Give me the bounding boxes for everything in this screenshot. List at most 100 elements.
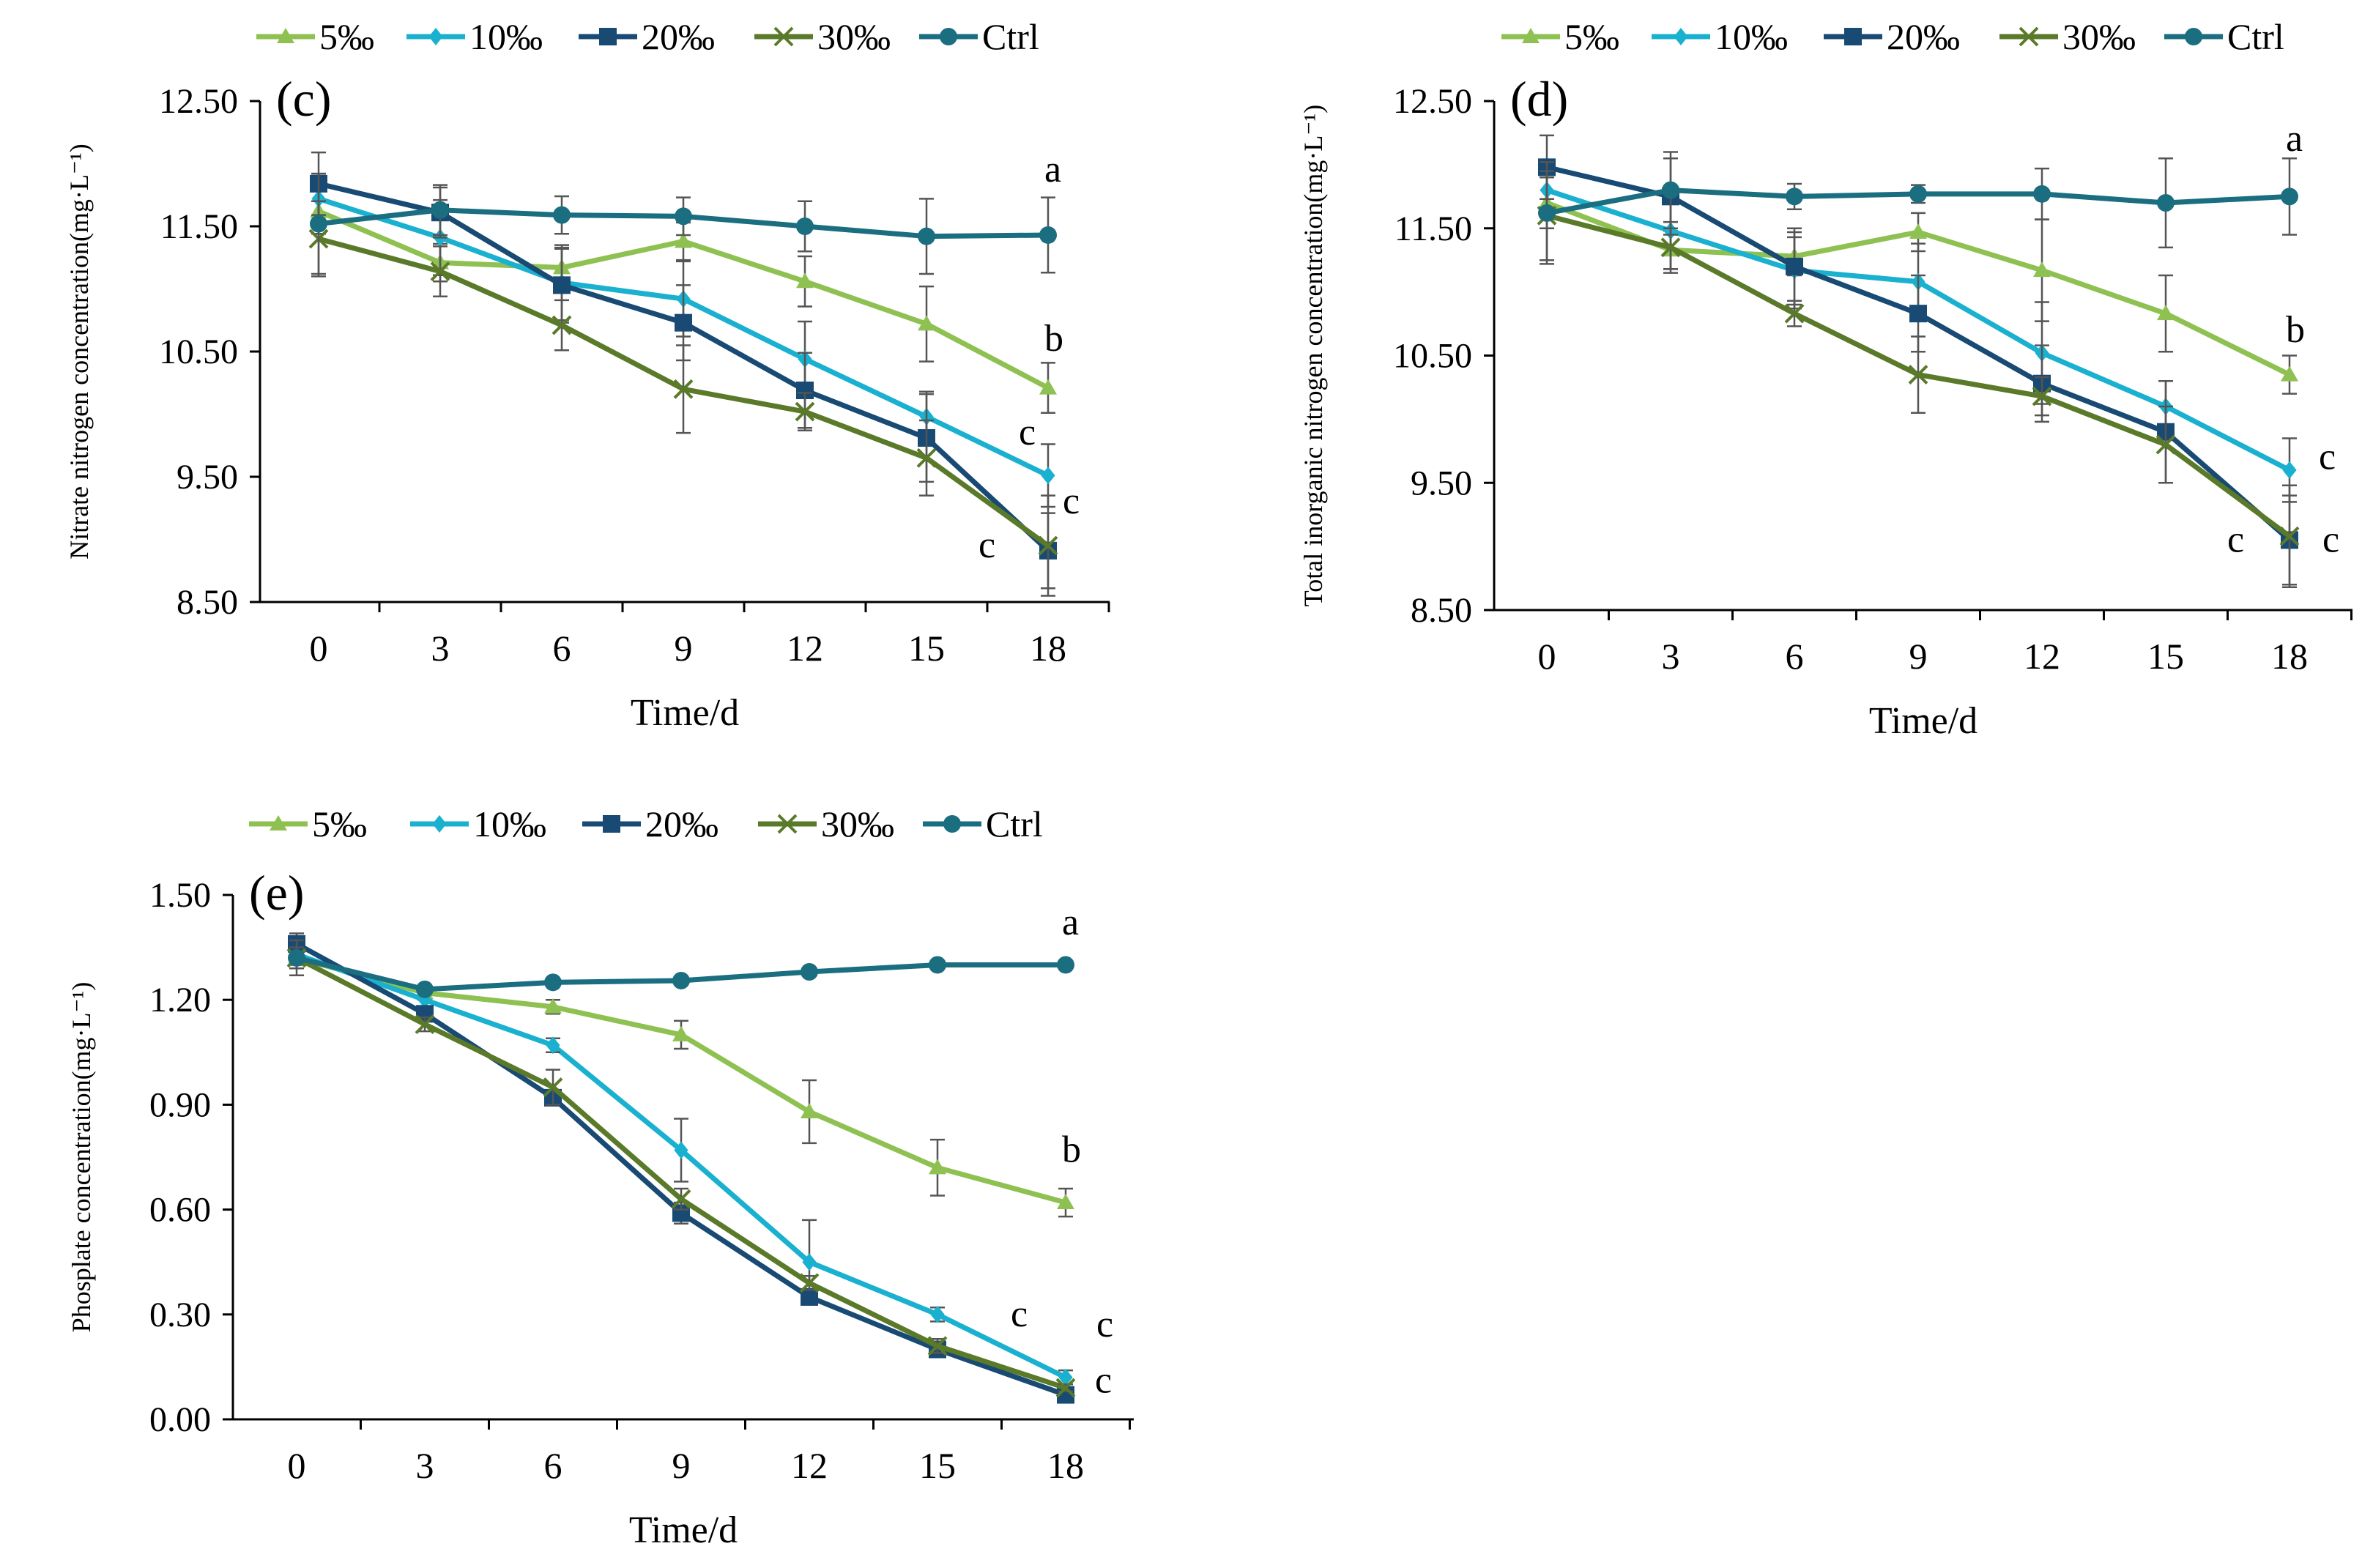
data-point bbox=[672, 1025, 690, 1041]
x-tick-label: 3 bbox=[1662, 636, 1680, 677]
data-point bbox=[1662, 181, 1679, 199]
legend-label: Ctrl bbox=[986, 803, 1043, 844]
legend-item-20‰: 20‰ bbox=[1824, 16, 1960, 57]
data-point bbox=[799, 1273, 820, 1293]
data-point-stroke-b bbox=[671, 1189, 691, 1209]
data-point bbox=[2155, 434, 2176, 455]
x-tick-label: 6 bbox=[553, 628, 571, 669]
legend-item-5‰: 5‰ bbox=[249, 803, 367, 844]
data-point bbox=[929, 1159, 946, 1175]
data-point bbox=[918, 227, 935, 245]
legend-label: 20‰ bbox=[1887, 16, 1960, 57]
x-tick-label: 6 bbox=[1786, 636, 1804, 677]
data-point bbox=[430, 261, 450, 281]
series-30‰ bbox=[308, 200, 1058, 597]
data-point bbox=[802, 1253, 817, 1271]
series-10‰ bbox=[289, 943, 1073, 1386]
significance-letter: c bbox=[1019, 412, 1036, 453]
data-point bbox=[1909, 223, 1927, 239]
data-point bbox=[801, 1102, 818, 1118]
x-tick-label: 9 bbox=[1909, 636, 1928, 677]
y-tick-label: 9.50 bbox=[1411, 464, 1472, 502]
data-point bbox=[1660, 237, 1681, 258]
significance-letter: a bbox=[2286, 118, 2303, 160]
legend-label: 10‰ bbox=[469, 16, 543, 57]
series-Ctrl bbox=[1538, 151, 2298, 265]
y-axis-label: Phosplate concentration(mg·L⁻¹) bbox=[67, 982, 96, 1333]
data-point bbox=[1909, 305, 1927, 323]
data-point bbox=[801, 963, 818, 981]
legend-label: 30‰ bbox=[821, 803, 894, 844]
data-point bbox=[927, 1336, 948, 1356]
data-point bbox=[671, 1189, 691, 1209]
y-tick-label: 0.60 bbox=[149, 1191, 211, 1230]
data-point bbox=[1909, 185, 1927, 203]
legend-marker bbox=[943, 815, 961, 833]
data-point-stroke-b bbox=[916, 447, 937, 468]
legend-label: 20‰ bbox=[645, 803, 718, 844]
legend-marker bbox=[1522, 28, 1540, 43]
significance-letter: c bbox=[1096, 1304, 1113, 1345]
data-point bbox=[675, 313, 692, 332]
panel-label: (c) bbox=[276, 71, 331, 127]
data-point bbox=[1041, 467, 1055, 485]
y-tick-label: 11.50 bbox=[160, 207, 238, 246]
legend-item-30‰: 30‰ bbox=[758, 803, 894, 844]
y-tick-label: 12.50 bbox=[159, 82, 238, 121]
x-tick-label: 18 bbox=[1047, 1445, 1084, 1486]
data-point bbox=[1057, 1194, 1074, 1210]
data-point bbox=[796, 218, 814, 235]
y-tick-label: 10.50 bbox=[1393, 337, 1472, 376]
x-tick-label: 6 bbox=[544, 1445, 562, 1486]
data-point bbox=[2282, 461, 2297, 479]
y-axis-label: Total inorganic nitrogen concentration(m… bbox=[1299, 105, 1328, 606]
legend-label: Ctrl bbox=[2227, 16, 2284, 57]
x-tick-label: 15 bbox=[908, 628, 945, 669]
significance-letter: c bbox=[1063, 480, 1080, 522]
significance-letter: c bbox=[2319, 436, 2336, 478]
legend-label: 30‰ bbox=[817, 16, 891, 57]
data-point bbox=[552, 315, 572, 335]
y-tick-label: 0.30 bbox=[149, 1296, 211, 1334]
data-point-stroke-b bbox=[1784, 303, 1805, 324]
x-tick-label: 0 bbox=[310, 628, 328, 669]
panel-label: (e) bbox=[249, 865, 304, 921]
data-point bbox=[675, 207, 692, 226]
y-tick-label: 0.90 bbox=[149, 1085, 211, 1124]
legend-marker bbox=[432, 815, 447, 833]
legend-label: 10‰ bbox=[473, 803, 546, 844]
legend-item-Ctrl: Ctrl bbox=[919, 16, 1039, 57]
significance-letter: c bbox=[2227, 519, 2244, 560]
legend: 5‰ 10‰ 20‰ 30‰ Ctrl bbox=[1501, 16, 2284, 57]
x-tick-label: 3 bbox=[416, 1445, 434, 1486]
legend-marker bbox=[277, 28, 294, 43]
data-point bbox=[416, 980, 434, 998]
legend-marker bbox=[1844, 28, 1862, 45]
data-point-stroke-b bbox=[1038, 535, 1058, 556]
x-axis-label: Time/d bbox=[629, 1509, 738, 1551]
data-point bbox=[1057, 956, 1074, 974]
x-tick-label: 15 bbox=[2147, 636, 2184, 677]
data-point-stroke-b bbox=[2155, 434, 2176, 455]
legend-label: 10‰ bbox=[1715, 16, 1788, 57]
data-point bbox=[546, 1036, 560, 1055]
data-point-stroke-b bbox=[1908, 365, 1928, 384]
legend-marker bbox=[2185, 28, 2202, 45]
legend-item-20‰: 20‰ bbox=[579, 16, 715, 57]
series-Ctrl bbox=[310, 172, 1057, 275]
legend-label: Ctrl bbox=[982, 16, 1039, 57]
legend-item-5‰: 5‰ bbox=[256, 16, 374, 57]
legend-marker bbox=[2019, 26, 2039, 47]
legend-marker bbox=[428, 28, 443, 45]
chart-panel-2: 0.00 0.30 0.60 0.90 1.20 1.50 0 3 6 9 12 15 18 Time/d… bbox=[67, 803, 1134, 1551]
significance-letter: c bbox=[1011, 1293, 1028, 1335]
data-point bbox=[1908, 365, 1928, 384]
data-point bbox=[796, 272, 814, 289]
data-point bbox=[1538, 204, 1556, 222]
data-point bbox=[288, 948, 305, 967]
legend-label: 30‰ bbox=[2062, 16, 2136, 57]
significance-letter: b bbox=[1044, 318, 1063, 360]
legend-item-10‰: 10‰ bbox=[410, 803, 546, 844]
data-point bbox=[930, 1305, 945, 1323]
